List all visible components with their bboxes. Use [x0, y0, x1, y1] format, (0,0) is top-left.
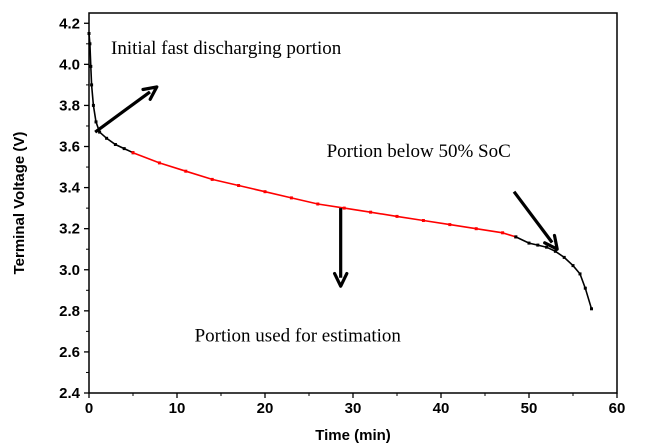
y-tick-label-3: 3.0 — [59, 262, 80, 279]
data-point-2-3 — [545, 245, 549, 249]
annotation-text-0: Initial fast discharging portion — [111, 38, 342, 59]
x-tick-label-3: 30 — [345, 400, 362, 417]
data-point-0-8 — [113, 143, 117, 146]
x-tick-label-1: 10 — [169, 400, 186, 417]
data-point-1-7 — [316, 202, 320, 206]
data-point-1-12 — [448, 223, 452, 227]
data-point-1-14 — [501, 231, 505, 235]
y-tick-label-6: 3.6 — [59, 139, 80, 156]
series-line-2 — [515, 236, 593, 310]
annotation-arrowhead-0 — [141, 85, 159, 101]
y-tick-label-2: 2.8 — [59, 303, 80, 320]
data-point-1-9 — [369, 210, 373, 214]
data-point-0-4 — [91, 103, 95, 107]
data-point-2-0 — [514, 235, 518, 239]
data-point-0-9 — [122, 147, 126, 151]
y-tick-label-0: 2.4 — [59, 385, 81, 402]
series-line-1 — [132, 151, 517, 238]
data-point-1-6 — [289, 196, 293, 200]
data-point-1-8 — [342, 206, 346, 210]
x-tick-label-0: 0 — [85, 400, 93, 417]
data-point-2-9 — [590, 307, 593, 311]
data-point-1-13 — [474, 227, 478, 231]
data-point-0-7 — [105, 136, 109, 140]
data-point-2-2 — [536, 243, 540, 247]
data-point-0-1 — [88, 42, 92, 46]
data-point-2-4 — [553, 249, 557, 253]
y-tick-label-4: 3.2 — [59, 221, 80, 238]
data-point-1-0 — [131, 151, 135, 155]
y-axis-title: Terminal Voltage (V) — [11, 132, 28, 275]
data-point-2-6 — [571, 264, 575, 268]
annotation-arrowhead-2 — [333, 272, 349, 288]
y-tick-label-8: 4.0 — [59, 56, 80, 73]
x-tick-label-5: 50 — [521, 400, 538, 417]
data-point-0-3 — [90, 83, 94, 87]
data-point-1-4 — [237, 184, 241, 187]
y-tick-label-9: 4.2 — [59, 15, 80, 32]
annotation-arrow-0 — [94, 90, 151, 134]
x-tick-label-4: 40 — [433, 400, 450, 417]
data-point-2-1 — [527, 241, 531, 245]
x-axis-title: Time (min) — [315, 427, 391, 444]
data-point-1-10 — [395, 214, 399, 218]
data-point-2-8 — [583, 286, 587, 290]
x-tick-label-6: 60 — [609, 400, 626, 417]
data-point-0-6 — [98, 130, 102, 134]
y-tick-label-7: 3.8 — [59, 97, 80, 114]
y-tick-label-1: 2.6 — [59, 344, 80, 361]
annotation-arrowhead-1 — [543, 233, 559, 251]
data-point-0-5 — [94, 120, 98, 124]
data-point-2-7 — [578, 272, 582, 276]
data-point-1-5 — [263, 190, 267, 194]
annotation-arrow-1 — [512, 190, 554, 244]
data-point-1-2 — [184, 169, 188, 173]
x-tick-label-2: 20 — [257, 400, 274, 417]
y-tick-label-5: 3.4 — [59, 180, 81, 197]
data-point-1-3 — [210, 177, 214, 181]
annotation-text-2: Portion used for estimation — [195, 326, 402, 347]
annotation-text-1: Portion below 50% SoC — [327, 141, 511, 162]
plot-frame — [88, 12, 618, 394]
data-point-0-2 — [89, 64, 93, 68]
data-point-2-5 — [562, 255, 566, 259]
data-point-1-11 — [421, 219, 425, 222]
data-point-1-1 — [157, 161, 161, 165]
